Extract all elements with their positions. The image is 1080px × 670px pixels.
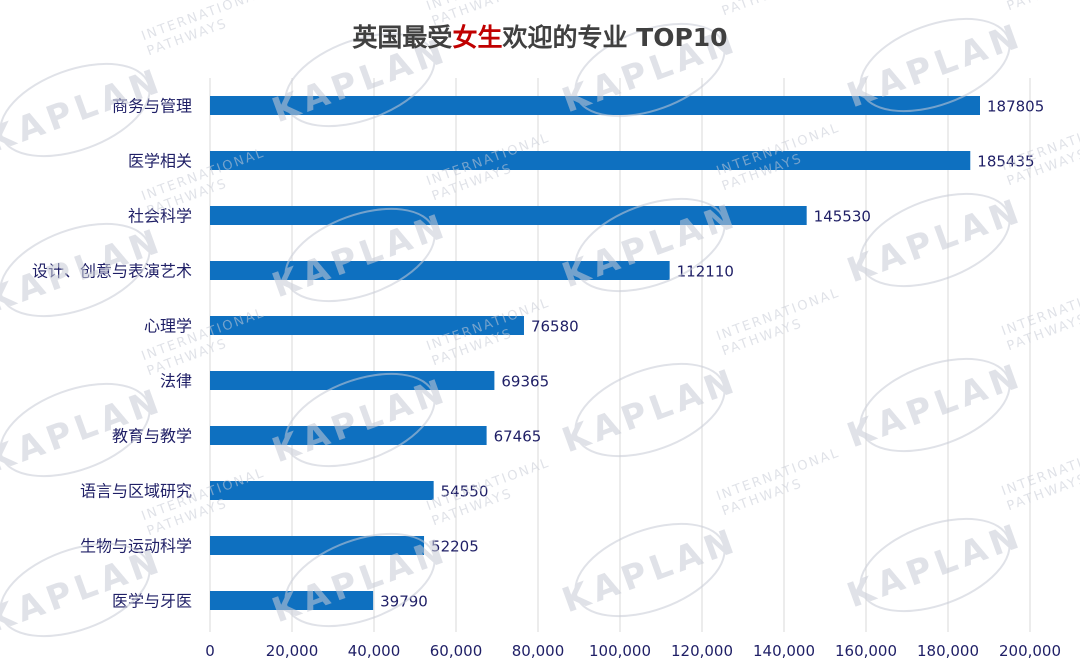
bar (210, 96, 981, 115)
bar (210, 481, 434, 500)
watermark-ring (0, 222, 151, 318)
watermark-ring (574, 197, 726, 293)
value-label: 69365 (501, 373, 549, 391)
bar (210, 261, 670, 280)
category-label: 语言与区域研究 (80, 482, 192, 501)
x-axis-tick-labels: 0 20,000 40,000 60,000 80,000 100,000 120,000 1… (205, 642, 1061, 660)
x-tick-label: 100,000 (589, 642, 651, 660)
bar (210, 316, 524, 335)
category-labels: 商务与管理医学相关社会科学设计、创意与表演艺术心理学法律教育与教学语言与区域研究… (32, 97, 192, 611)
watermark-ring (284, 532, 436, 628)
category-label: 商务与管理 (112, 97, 192, 116)
bar (210, 591, 374, 610)
bar (210, 151, 971, 170)
x-tick-label: 180,000 (917, 642, 979, 660)
value-label: 76580 (531, 318, 579, 336)
chart-title: 英国最受女生欢迎的专业 TOP10 (352, 23, 727, 52)
value-label: 52205 (431, 538, 479, 556)
category-label: 教育与教学 (112, 427, 192, 446)
watermark-ring (859, 357, 1011, 453)
category-label: 社会科学 (128, 207, 192, 226)
watermark-ring (284, 207, 436, 303)
watermark-brand: KAPLAN (842, 356, 1029, 457)
x-tick-label: 20,000 (266, 642, 319, 660)
watermark-brand: KAPLAN (557, 521, 744, 622)
x-tick-label: 160,000 (835, 642, 897, 660)
watermark-ring (284, 372, 436, 468)
watermark-brand: KAPLAN (842, 516, 1029, 617)
value-label: 185435 (977, 153, 1034, 171)
value-label: 67465 (494, 428, 542, 446)
category-label: 法律 (160, 372, 192, 391)
x-tick-label: 200,000 (999, 642, 1061, 660)
watermark-ring (859, 192, 1011, 288)
x-tick-label: 0 (205, 642, 215, 660)
watermark-ring (574, 362, 726, 458)
title-suffix: 欢迎的专业 TOP10 (501, 23, 727, 52)
watermark-brand: KAPLAN (842, 191, 1029, 292)
x-tick-label: 80,000 (512, 642, 565, 660)
bars (210, 96, 981, 610)
watermark-brand: KAPLAN (557, 361, 744, 462)
category-label: 医学与牙医 (112, 592, 192, 611)
bar (210, 206, 807, 225)
watermark-ring (574, 522, 726, 618)
x-tick-label: 140,000 (753, 642, 815, 660)
watermark-ring (0, 382, 151, 478)
title-prefix: 英国最受 (352, 23, 452, 52)
x-tick-label: 120,000 (671, 642, 733, 660)
category-label: 设计、创意与表演艺术 (32, 262, 192, 281)
value-labels: 187805 185435 145530 112110 76580 69365 67465 5… (380, 98, 1044, 611)
watermark-line2: PATHWAYS (1005, 0, 1080, 14)
category-label: 医学相关 (128, 152, 192, 171)
value-label: 112110 (677, 263, 734, 281)
value-label: 187805 (987, 98, 1044, 116)
x-tick-label: 60,000 (430, 642, 483, 660)
bar (210, 536, 425, 555)
watermark-ring (0, 62, 151, 158)
title-highlight: 女生 (452, 23, 502, 52)
watermark-ring (0, 542, 151, 638)
x-tick-label: 40,000 (348, 642, 401, 660)
category-label: 心理学 (144, 317, 192, 336)
watermark-ring (859, 517, 1011, 613)
value-label: 54550 (441, 483, 489, 501)
grid-lines (209, 78, 1031, 632)
value-label: 145530 (814, 208, 871, 226)
category-label: 生物与运动科学 (80, 537, 192, 556)
watermark-line2: PATHWAYS (720, 0, 805, 19)
